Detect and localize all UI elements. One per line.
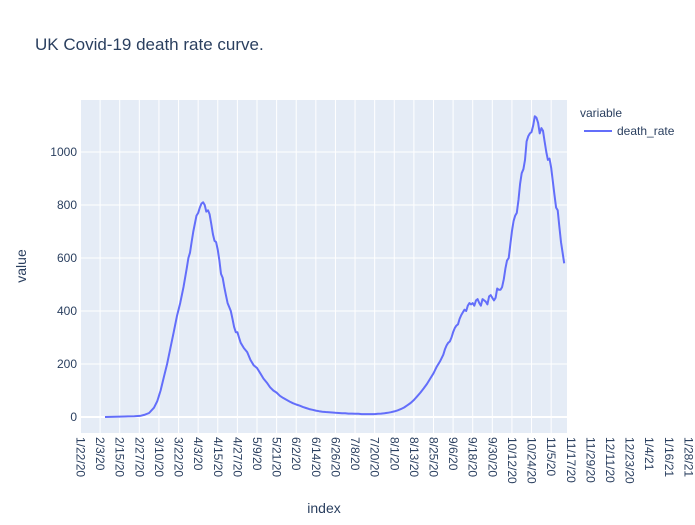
x-tick-label: 1/28/21	[681, 437, 695, 477]
y-tick-label: 200	[57, 357, 77, 371]
x-tick-label: 6/26/20	[328, 437, 342, 477]
x-tick-label: 12/23/20	[623, 437, 637, 484]
x-tick-label: 9/18/20	[466, 437, 480, 477]
y-axis-title: value	[13, 249, 29, 283]
x-tick-label: 6/2/20	[289, 437, 303, 471]
x-tick-label: 4/15/20	[211, 437, 225, 477]
series-line-death-rate	[104, 115, 566, 418]
x-tick-label: 8/25/20	[426, 437, 440, 477]
x-tick-label: 2/27/20	[132, 437, 146, 477]
x-tick-label: 11/29/20	[583, 437, 597, 483]
x-tick-label: 7/8/20	[348, 437, 362, 471]
x-tick-label: 10/12/20	[505, 437, 519, 484]
x-tick-label: 11/17/20	[564, 437, 578, 483]
x-tick-label: 12/11/20	[603, 437, 617, 483]
x-tick-label: 5/21/20	[270, 437, 284, 477]
legend-title: variable	[580, 106, 622, 120]
x-tick-label: 9/30/20	[485, 437, 499, 477]
y-tick-label: 600	[57, 251, 77, 265]
x-tick-label: 6/14/20	[309, 437, 323, 477]
x-tick-label: 10/24/20	[525, 437, 539, 484]
x-tick-label: 1/22/20	[74, 437, 88, 477]
legend[interactable]: variable death_rate	[580, 106, 675, 138]
x-tick-label: 9/6/20	[446, 437, 460, 471]
series-group	[104, 115, 566, 418]
plot-area	[80, 100, 567, 433]
x-tick-label: 2/15/20	[113, 437, 127, 477]
x-tick-label: 2/3/20	[93, 437, 107, 471]
x-gridlines	[80, 100, 689, 433]
x-tick-label: 4/27/20	[230, 437, 244, 477]
x-tick-label: 3/10/20	[152, 437, 166, 477]
y-gridlines	[80, 151, 567, 418]
legend-item-death-rate[interactable]: death_rate	[617, 124, 675, 138]
x-tick-label: 5/9/20	[250, 437, 264, 471]
x-tick-label: 4/3/20	[191, 437, 205, 471]
x-tick-label: 8/1/20	[387, 437, 401, 471]
x-tick-label: 3/22/20	[172, 437, 186, 477]
y-tick-label: 1000	[50, 145, 77, 159]
y-tick-label: 400	[57, 304, 77, 318]
x-tick-label: 11/5/20	[544, 437, 558, 476]
x-tick-label: 1/4/21	[642, 437, 656, 471]
chart-title: UK Covid-19 death rate curve.	[35, 35, 264, 54]
x-tick-labels: 1/22/20 2/3/20 2/15/20 2/27/20 3/10/20 3/22/2…	[74, 437, 695, 484]
y-tick-label: 800	[57, 198, 77, 212]
x-tick-label: 7/20/20	[368, 437, 382, 477]
x-tick-label: 8/13/20	[407, 437, 421, 477]
x-axis-title: index	[307, 500, 340, 516]
y-tick-label: 0	[70, 410, 77, 424]
x-tick-label: 1/16/21	[662, 437, 676, 477]
y-tick-labels: 0 200 400 600 800 1000	[50, 145, 77, 424]
